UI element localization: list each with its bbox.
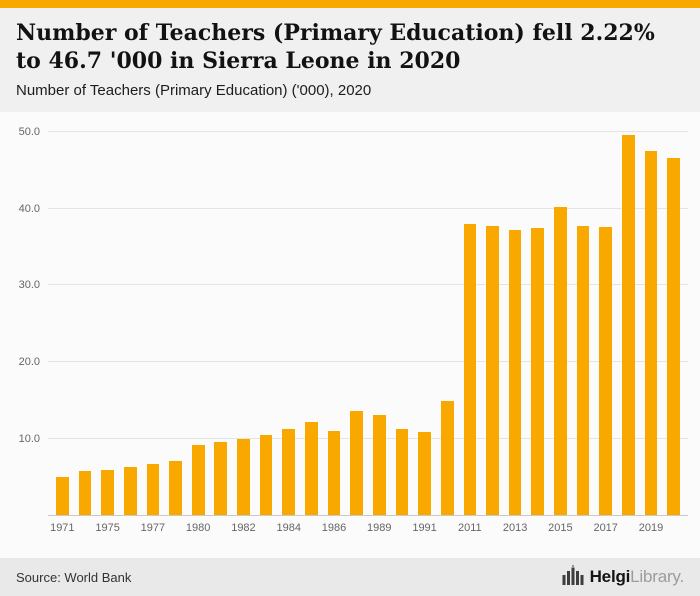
bar-slot-1984: 1984 — [276, 132, 301, 534]
bar-2017 — [599, 227, 613, 515]
bar-slot-2020 — [662, 132, 685, 515]
gridline-10 — [48, 437, 688, 439]
bar-slot-2012 — [481, 132, 504, 515]
bar-1991 — [418, 431, 431, 515]
bar-1985 — [305, 422, 318, 515]
bar-slot-1989: 1989 — [367, 132, 392, 534]
bar-slot-1975: 1975 — [95, 132, 120, 534]
bar-1983 — [259, 434, 273, 515]
bar-slot-2017: 2017 — [593, 132, 618, 534]
bar-1978 — [169, 461, 182, 515]
bar-1990 — [395, 429, 409, 515]
x-tick-label-1971: 1971 — [50, 522, 75, 534]
bar-2020 — [667, 157, 680, 515]
bar-slot-2019: 2019 — [639, 132, 663, 534]
bar-1992 — [440, 401, 454, 515]
bar-slot-1980: 1980 — [186, 132, 210, 534]
bar-slot-1978 — [164, 132, 187, 515]
bar-1982 — [237, 438, 250, 515]
x-tick-label-1975: 1975 — [95, 522, 120, 534]
bar-1971 — [55, 476, 69, 515]
bar-1986 — [327, 430, 341, 515]
gridline-50 — [48, 131, 688, 133]
bar-slot-1973 — [74, 132, 97, 515]
bar-slot-1990 — [391, 132, 414, 515]
helgi-library-logo: HelgiLibrary. — [562, 564, 685, 590]
bar-slot-1976 — [119, 132, 142, 515]
y-tick-label-10: 10.0 — [18, 432, 40, 445]
chart-footer: Source: World Bank HelgiLibrary. — [0, 558, 700, 596]
x-tick-label-2015: 2015 — [548, 522, 573, 534]
bar-1977 — [146, 463, 160, 515]
y-tick-label-20: 20.0 — [18, 355, 40, 368]
source-label: Source: World Bank — [16, 569, 132, 585]
x-tick-label-2019: 2019 — [638, 522, 664, 534]
helgi-logo-icon — [562, 564, 584, 590]
gridline-30 — [48, 284, 688, 286]
logo-text-library: Library. — [630, 567, 684, 586]
bar-1984 — [282, 429, 296, 515]
bar-2013 — [508, 230, 522, 515]
chart-area: 10.0 20.0 30.0 40.0 50.0 1971 1975 1977 1980 198… — [0, 112, 700, 558]
bar-slot-1991: 1991 — [412, 132, 437, 534]
bar-2012 — [486, 225, 499, 515]
x-tick-label-1989: 1989 — [367, 522, 392, 534]
chart-title: Number of Teachers (Primary Education) f… — [16, 20, 655, 74]
bar-slot-1985 — [300, 132, 323, 515]
bar-2015 — [554, 206, 567, 515]
logo-text-helgi: Helgi — [589, 567, 631, 586]
bar-slot-2018 — [617, 132, 640, 515]
bar-slot-2013: 2013 — [503, 132, 527, 534]
bar-slot-1983 — [255, 132, 278, 515]
x-tick-label-1980: 1980 — [185, 522, 211, 534]
bar-slot-1977: 1977 — [141, 132, 165, 534]
bar-slot-1982: 1982 — [231, 132, 256, 534]
bar-1989 — [372, 414, 386, 515]
bars: 1971 1975 1977 1980 1982 1984 1986 1989 1991 2011… — [48, 132, 688, 534]
gridline-20 — [48, 360, 688, 362]
bar-slot-2015: 2015 — [548, 132, 573, 534]
bar-2018 — [622, 134, 635, 515]
bar-slot-2011: 2011 — [458, 132, 482, 534]
x-tick-label-2013: 2013 — [502, 522, 528, 534]
bar-slot-1987 — [345, 132, 368, 515]
gridline-40 — [48, 207, 688, 209]
accent-top-strip — [0, 0, 700, 8]
bar-2019 — [644, 150, 658, 515]
chart-header: Number of Teachers (Primary Education) f… — [0, 8, 700, 113]
bar-1975 — [101, 469, 114, 515]
y-tick-label-40: 40.0 — [18, 202, 40, 215]
bar-1987 — [350, 410, 363, 515]
x-tick-label-1986: 1986 — [321, 522, 347, 534]
bar-slot-1971: 1971 — [50, 132, 75, 534]
bar-slot-2014 — [526, 132, 549, 515]
bar-1981 — [214, 442, 228, 515]
bar-slot-1981 — [209, 132, 232, 515]
x-tick-label-2017: 2017 — [593, 522, 618, 534]
x-tick-label-2011: 2011 — [458, 522, 482, 534]
bar-1980 — [191, 444, 205, 515]
x-tick-label-1984: 1984 — [276, 522, 301, 534]
y-tick-label-50: 50.0 — [18, 126, 40, 139]
bar-1976 — [123, 466, 137, 515]
bar-2016 — [576, 225, 590, 515]
bar-slot-2016 — [572, 132, 595, 515]
chart-subtitle: Number of Teachers (Primary Education) (… — [16, 82, 372, 100]
x-tick-label-1991: 1991 — [412, 522, 437, 534]
x-tick-label-1977: 1977 — [140, 522, 166, 534]
bar-slot-1992 — [436, 132, 459, 515]
y-tick-label-30: 30.0 — [18, 279, 40, 292]
bar-1973 — [78, 471, 92, 515]
bar-2011 — [463, 223, 477, 515]
bar-2014 — [531, 228, 545, 515]
x-tick-label-1982: 1982 — [231, 522, 256, 534]
logo-text: HelgiLibrary. — [589, 567, 685, 587]
bar-slot-1986: 1986 — [322, 132, 346, 534]
plot-area: 10.0 20.0 30.0 40.0 50.0 1971 1975 1977 1980 198… — [19, 126, 688, 534]
